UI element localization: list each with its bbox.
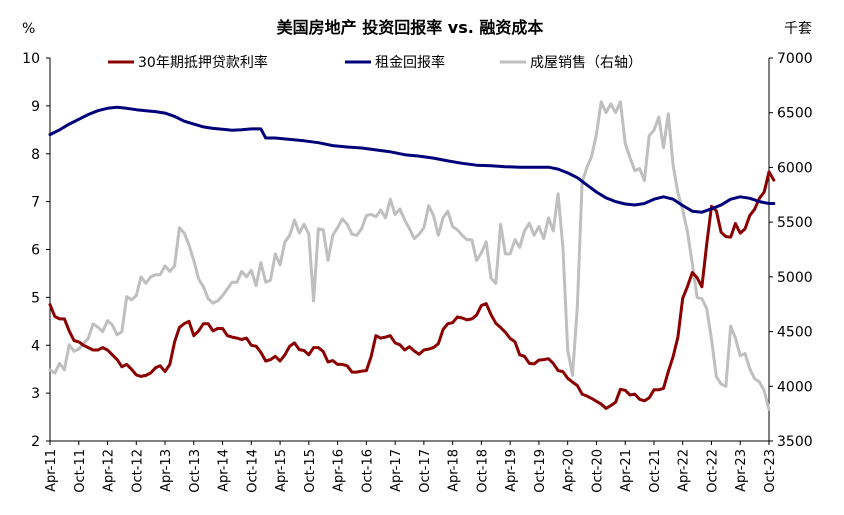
- series-line-1: [48, 105, 776, 214]
- x-tick-label: Oct-13: [188, 449, 203, 493]
- left-tick-label: 2: [31, 434, 40, 450]
- x-tick-label: Oct-23: [763, 449, 778, 493]
- x-tick-label: Oct-15: [303, 449, 318, 493]
- x-tick-label: Apr-20: [562, 449, 577, 492]
- x-tick-label: Apr-23: [734, 449, 749, 492]
- left-tick-label: 3: [31, 386, 40, 402]
- left-tick-label: 6: [31, 243, 40, 259]
- legend-label-1: 租金回报率: [375, 54, 445, 71]
- x-tick-label: Apr-22: [677, 449, 692, 492]
- legend: 30年期抵押贷款利率 租金回报率 成屋销售（右轴）: [108, 54, 642, 71]
- x-tick-label: Oct-18: [475, 449, 490, 493]
- left-tick-label: 5: [31, 290, 40, 306]
- x-tick-label: Oct-21: [648, 449, 663, 493]
- right-tick-label: 4500: [777, 325, 813, 341]
- right-tick-label: 5000: [777, 270, 813, 286]
- right-tick-label: 5500: [777, 215, 813, 231]
- x-tick-label: Apr-16: [332, 449, 347, 492]
- x-tick-label: Apr-17: [389, 449, 404, 492]
- left-tick-label: 4: [31, 338, 40, 354]
- x-tick-label: Oct-22: [705, 449, 720, 493]
- left-tick-label: 7: [31, 195, 40, 211]
- x-tick-label: Apr-13: [159, 449, 174, 492]
- left-tick-label: 8: [31, 147, 40, 163]
- x-tick-label: Oct-16: [360, 449, 375, 493]
- chart-title: 美国房地产 投资回报率 vs. 融资成本: [277, 18, 544, 37]
- x-tick-label: Apr-18: [447, 449, 462, 492]
- x-tick-label: Apr-19: [504, 449, 519, 492]
- legend-label-0: 30年期抵押贷款利率: [138, 54, 268, 71]
- right-tick-label: 6500: [777, 106, 813, 122]
- series-line-0: [48, 170, 776, 410]
- x-tick-label: Apr-15: [274, 449, 289, 492]
- right-tick-label: 3500: [777, 434, 813, 450]
- x-tick-label: Apr-14: [217, 449, 232, 492]
- left-tick-label: 10: [22, 51, 40, 67]
- right-axis-unit: 千套: [784, 21, 812, 37]
- x-tick-label: Oct-20: [590, 449, 605, 493]
- legend-label-2: 成屋销售（右轴）: [530, 55, 642, 71]
- left-tick-label: 9: [31, 99, 40, 115]
- x-tick-label: Apr-12: [102, 449, 117, 492]
- plot-area: [48, 100, 776, 411]
- x-tick-label: Apr-21: [619, 449, 634, 492]
- x-tick-label: Oct-14: [245, 449, 260, 493]
- x-tick-label: Oct-12: [130, 449, 145, 493]
- series-line-2: [48, 100, 771, 411]
- x-tick-label: Oct-17: [418, 449, 433, 493]
- left-axis-unit: %: [22, 21, 35, 37]
- axes: 2 3 4 5 6 7 8 9 10 3500 4000 4500 5000 5500 6000 6500 70…: [22, 51, 812, 493]
- x-tick-label: Apr-11: [44, 449, 59, 492]
- x-tick-label: Oct-19: [533, 449, 548, 493]
- right-tick-label: 6000: [777, 160, 813, 176]
- right-tick-label: 7000: [777, 51, 813, 67]
- x-tick-label: Oct-11: [73, 449, 88, 493]
- right-tick-label: 4000: [777, 379, 813, 395]
